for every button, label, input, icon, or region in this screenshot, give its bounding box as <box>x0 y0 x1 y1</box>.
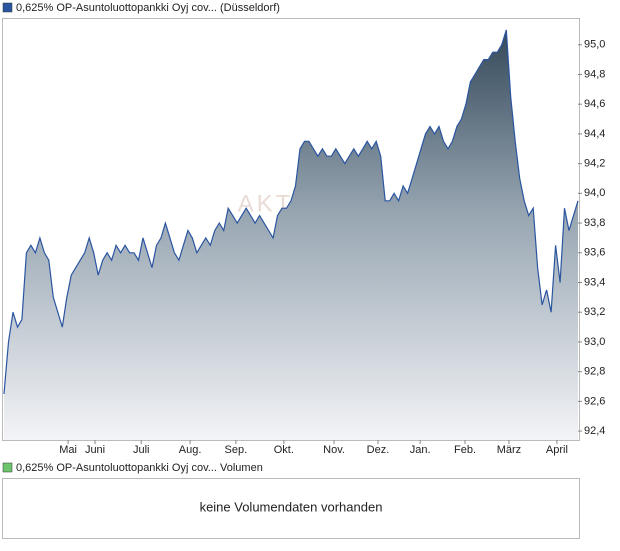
x-tick-label: Nov. <box>323 444 345 456</box>
y-tick-label: 94,2 <box>584 158 605 170</box>
x-tick-label: Feb. <box>454 444 476 456</box>
y-tick-label: 94,0 <box>584 187 605 199</box>
y-tick-label: 94,6 <box>584 98 605 110</box>
x-tick-label: Sep. <box>225 444 248 456</box>
y-tick-label: 92,4 <box>584 425 605 437</box>
legend-swatch <box>2 2 13 13</box>
y-tick-label: 93,4 <box>584 276 605 288</box>
y-tick-label: 93,8 <box>584 217 605 229</box>
price-line <box>3 29 579 394</box>
y-tick-label: 95,0 <box>584 39 605 51</box>
x-tick-label: April <box>546 444 568 456</box>
y-tick-label: 92,8 <box>584 366 605 378</box>
volume-frame <box>2 478 580 539</box>
legend-label: 0,625% OP-Asuntoluottopankki Oyj cov... … <box>16 2 280 14</box>
empty-message: keine Volumendaten vorhanden <box>200 499 383 514</box>
x-tick-label: Mai <box>59 444 77 456</box>
y-tick-label: 93,0 <box>584 336 605 348</box>
x-tick-label: Aug. <box>179 444 202 456</box>
y-tick-label: 93,6 <box>584 247 605 259</box>
y-tick-label: 93,2 <box>584 306 605 318</box>
x-tick-label: März <box>497 444 521 456</box>
y-tick-label: 94,4 <box>584 128 605 140</box>
legend-label: 0,625% OP-Asuntoluottopankki Oyj cov... … <box>16 462 263 474</box>
legend-swatch <box>2 462 13 473</box>
y-tick-label: 94,8 <box>584 68 605 80</box>
x-tick-label: Okt. <box>274 444 294 456</box>
x-tick-label: Juni <box>85 444 105 456</box>
y-tick-label: 92,6 <box>584 395 605 407</box>
x-tick-label: Juli <box>133 444 150 456</box>
area-fill <box>4 29 578 441</box>
x-tick-label: Jan. <box>410 444 431 456</box>
x-tick-label: Dez. <box>367 444 390 456</box>
